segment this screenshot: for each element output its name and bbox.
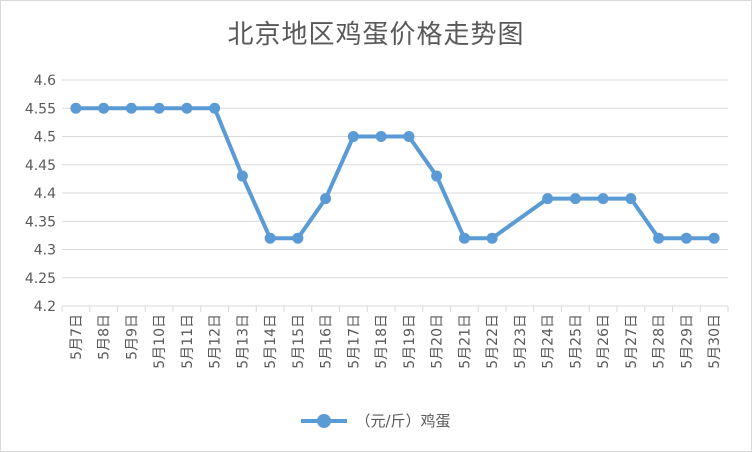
x-tick-label: 5月24日: [541, 314, 557, 369]
series-line: [75, 106, 715, 241]
x-tick-label: 5月14日: [263, 314, 279, 369]
data-point: [98, 102, 110, 114]
legend: （元/斤）鸡蛋: [0, 410, 752, 431]
x-tick-label: 5月11日: [180, 314, 196, 369]
y-tick-label: 4.5: [34, 130, 56, 146]
x-tick-label: 5月10日: [152, 314, 168, 369]
x-tick-label: 5月13日: [235, 314, 251, 369]
x-tick-label: 5月15日: [291, 314, 307, 369]
y-tick-label: 4.25: [25, 271, 56, 287]
x-tick-label: 5月28日: [652, 314, 668, 369]
x-tick-label: 5月26日: [596, 314, 612, 369]
data-point: [708, 232, 720, 244]
chart-title: 北京地区鸡蛋价格走势图: [227, 20, 525, 50]
data-point: [431, 170, 443, 182]
data-point: [458, 232, 470, 244]
x-tick-label: 5月20日: [430, 314, 446, 369]
x-tick-label: 5月25日: [568, 314, 584, 369]
data-point: [403, 131, 415, 142]
data-point: [70, 102, 82, 114]
legend-marker: [301, 413, 348, 428]
x-tick-label: 5月21日: [457, 314, 473, 369]
data-point: [209, 102, 221, 114]
x-tick-label: 5月30日: [707, 314, 723, 369]
data-point: [125, 102, 137, 114]
data-point: [347, 131, 359, 142]
data-point: [153, 102, 165, 114]
x-tick-label: 5月22日: [485, 314, 501, 369]
x-tick-label: 5月18日: [374, 314, 390, 369]
x-tick-label: 5月29日: [679, 314, 695, 369]
y-tick-label: 4.3: [34, 243, 56, 259]
data-point: [486, 232, 498, 244]
data-point: [264, 232, 276, 244]
data-point: [597, 193, 609, 205]
x-tick-label: 5月16日: [319, 314, 335, 369]
y-tick-label: 4.4: [34, 186, 56, 202]
data-point: [320, 193, 332, 205]
data-point: [181, 102, 193, 114]
data-point: [236, 170, 248, 182]
y-tick-label: 4.2: [34, 299, 56, 315]
x-tick-label: 5月9日: [124, 314, 140, 360]
data-point: [375, 131, 387, 142]
y-tick-label: 4.45: [25, 158, 56, 174]
data-point: [569, 193, 581, 205]
x-tick-label: 5月23日: [513, 314, 529, 369]
y-tick-label: 4.55: [25, 101, 56, 117]
x-tick-label: 5月7日: [69, 314, 85, 360]
data-point: [292, 232, 304, 244]
x-tick-label: 5月17日: [346, 314, 362, 369]
data-point: [625, 193, 637, 205]
data-point: [680, 232, 692, 244]
y-tick-label: 4.35: [25, 214, 56, 230]
x-tick-label: 5月27日: [624, 314, 640, 369]
x-tick-label: 5月19日: [402, 314, 418, 369]
x-tick-label: 5月8日: [97, 314, 113, 360]
data-point: [653, 232, 665, 244]
legend-label: （元/斤）鸡蛋: [355, 412, 451, 430]
y-tick-label: 4.6: [34, 73, 56, 89]
data-point: [542, 193, 554, 205]
x-tick-label: 5月12日: [208, 314, 224, 369]
